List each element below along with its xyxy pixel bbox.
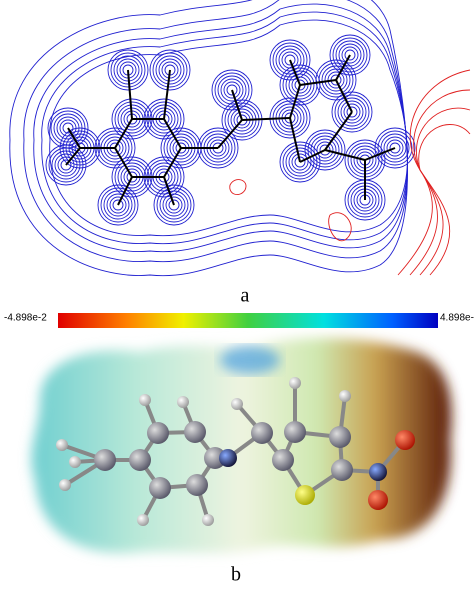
atom xyxy=(331,459,353,481)
contour-line xyxy=(230,180,246,195)
atom xyxy=(56,439,68,451)
atom xyxy=(186,474,208,496)
atom xyxy=(368,490,388,510)
bond xyxy=(300,80,336,85)
bond xyxy=(66,148,80,165)
atom xyxy=(59,479,71,491)
atom xyxy=(137,514,149,526)
atom xyxy=(149,477,171,499)
contour-line xyxy=(410,70,470,275)
atom xyxy=(272,449,294,471)
atom xyxy=(289,377,301,389)
bond xyxy=(218,120,242,148)
bond xyxy=(164,148,181,177)
atom xyxy=(177,396,189,408)
bond xyxy=(164,119,181,148)
bond xyxy=(325,112,352,150)
scale-min-label: -4.898e-2 xyxy=(4,313,47,324)
atom xyxy=(147,422,169,444)
contour-map xyxy=(10,0,470,276)
atom xyxy=(251,422,273,444)
contour-line xyxy=(414,90,470,275)
atom xyxy=(284,421,306,443)
color-bar xyxy=(58,313,438,328)
page: a -4.898e-2 4.898e- b (() => { const dat… xyxy=(0,0,474,590)
bond xyxy=(115,119,132,148)
bond xyxy=(115,148,132,177)
atom xyxy=(329,426,351,448)
scale-max-label: 4.898e- xyxy=(440,313,474,324)
bond xyxy=(242,118,290,120)
panel-label: b xyxy=(231,564,241,586)
surface-region xyxy=(220,346,280,374)
atom xyxy=(339,390,351,402)
contour-line xyxy=(329,213,352,241)
atom xyxy=(231,398,243,410)
atom xyxy=(369,463,387,481)
atom xyxy=(69,456,81,468)
atom xyxy=(295,485,315,505)
bond xyxy=(290,60,300,85)
contour-line xyxy=(42,12,408,244)
contour-line xyxy=(410,108,470,275)
panel-label: a xyxy=(241,285,250,307)
atom xyxy=(202,514,214,526)
atom xyxy=(184,421,206,443)
atom xyxy=(139,394,151,406)
figure: a -4.898e-2 4.898e- b xyxy=(0,0,474,590)
atom xyxy=(219,449,237,467)
atom xyxy=(129,449,151,471)
atom xyxy=(395,430,415,450)
atom xyxy=(94,449,116,471)
